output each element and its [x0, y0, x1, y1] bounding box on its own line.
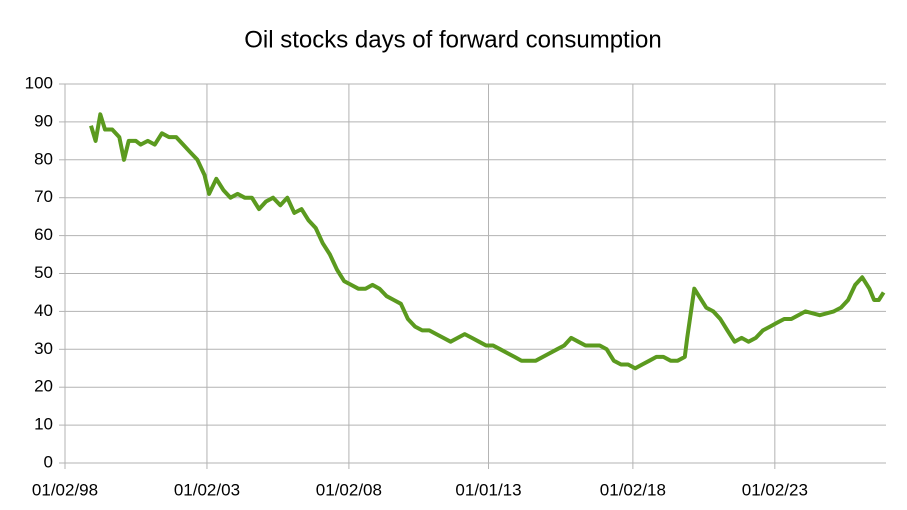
y-tick-label: 0	[44, 452, 53, 471]
x-tick-label: 01/01/13	[455, 480, 521, 499]
y-tick-label: 90	[34, 111, 53, 130]
x-tick-label: 01/02/18	[600, 480, 666, 499]
line-series	[89, 112, 886, 371]
y-tick-label: 70	[34, 187, 53, 206]
y-tick-label: 80	[34, 149, 53, 168]
x-tick-label: 01/02/08	[316, 480, 382, 499]
y-tick-label: 50	[34, 263, 53, 282]
y-tick-label: 60	[34, 225, 53, 244]
y-tick-label: 20	[34, 377, 53, 396]
x-tick-label: 01/02/03	[174, 480, 240, 499]
y-tick-label: 10	[34, 415, 53, 434]
y-tick-label: 100	[25, 73, 53, 92]
x-tick-label: 01/02/23	[742, 480, 808, 499]
y-tick-label: 30	[34, 339, 53, 358]
chart-title: Oil stocks days of forward consumption	[244, 26, 662, 53]
x-tick-label: 01/02/98	[32, 480, 98, 499]
y-tick-label: 40	[34, 301, 53, 320]
